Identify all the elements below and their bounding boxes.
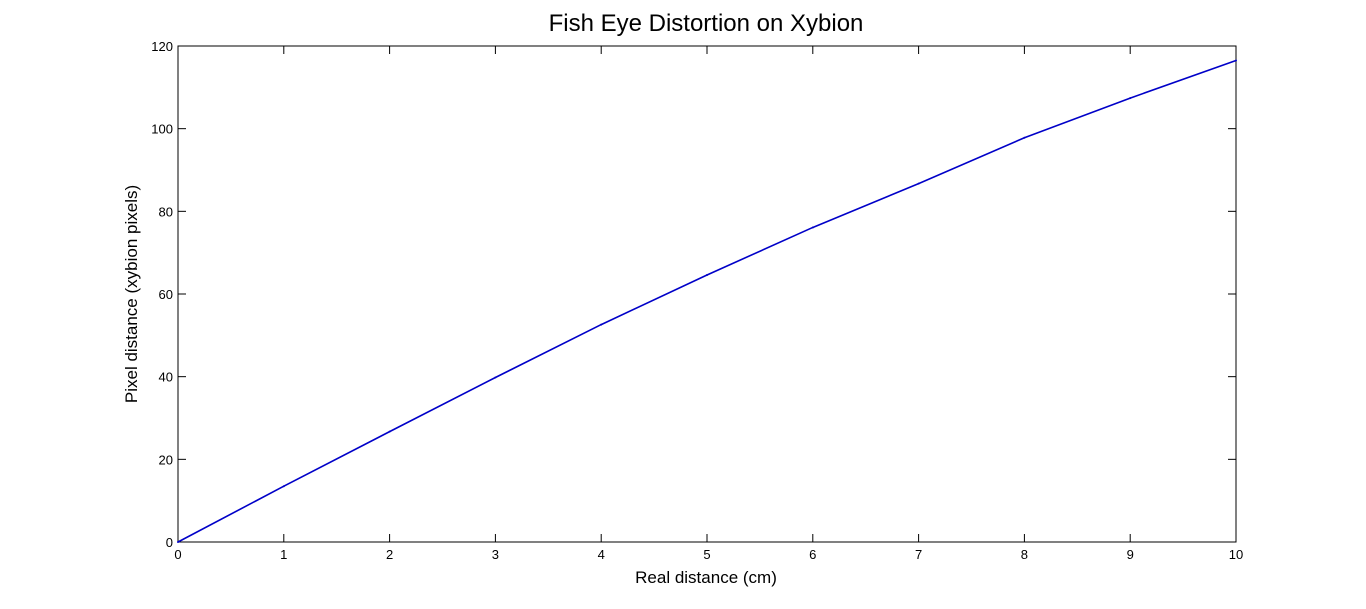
data-point	[1129, 97, 1132, 100]
x-tick-label: 10	[1229, 547, 1243, 562]
y-axis: 0 20 40 60 80 100 120	[151, 39, 1236, 550]
data-point	[494, 376, 497, 379]
x-tick-label: 4	[598, 547, 605, 562]
y-tick-label: 40	[159, 370, 173, 385]
x-axis-label: Real distance (cm)	[635, 568, 777, 587]
y-tick-label: 20	[159, 452, 173, 467]
x-tick-label: 7	[915, 547, 922, 562]
data-point	[1023, 136, 1026, 139]
x-tick-label: 5	[703, 547, 710, 562]
x-tick-label: 9	[1127, 547, 1134, 562]
x-tick-label: 0	[174, 547, 181, 562]
y-tick-label: 0	[166, 535, 173, 550]
y-tick-label: 100	[151, 122, 173, 137]
y-tick-label: 60	[159, 287, 173, 302]
data-point	[706, 273, 708, 276]
plot-area	[177, 45, 1237, 543]
y-tick-label: 120	[151, 39, 173, 54]
y-axis-label: Pixel distance (xybion pixels)	[122, 185, 141, 403]
x-tick-label: 8	[1021, 547, 1028, 562]
x-tick-label: 3	[492, 547, 499, 562]
x-tick-label: 2	[386, 547, 393, 562]
data-point	[811, 226, 814, 229]
data-point	[177, 541, 179, 543]
data-point	[1235, 59, 1237, 62]
x-axis: 0 1 2 3 4 5 6 7 8 9 10	[174, 46, 1243, 562]
chart-title: Fish Eye Distortion on Xybion	[549, 10, 864, 37]
data-point	[388, 430, 391, 433]
data-point	[282, 485, 285, 488]
x-tick-label: 1	[280, 547, 287, 562]
data-point	[600, 323, 603, 326]
data-point	[917, 182, 920, 185]
x-tick-label: 6	[809, 547, 816, 562]
series-layer	[177, 59, 1237, 543]
y-tick-label: 80	[159, 204, 173, 219]
